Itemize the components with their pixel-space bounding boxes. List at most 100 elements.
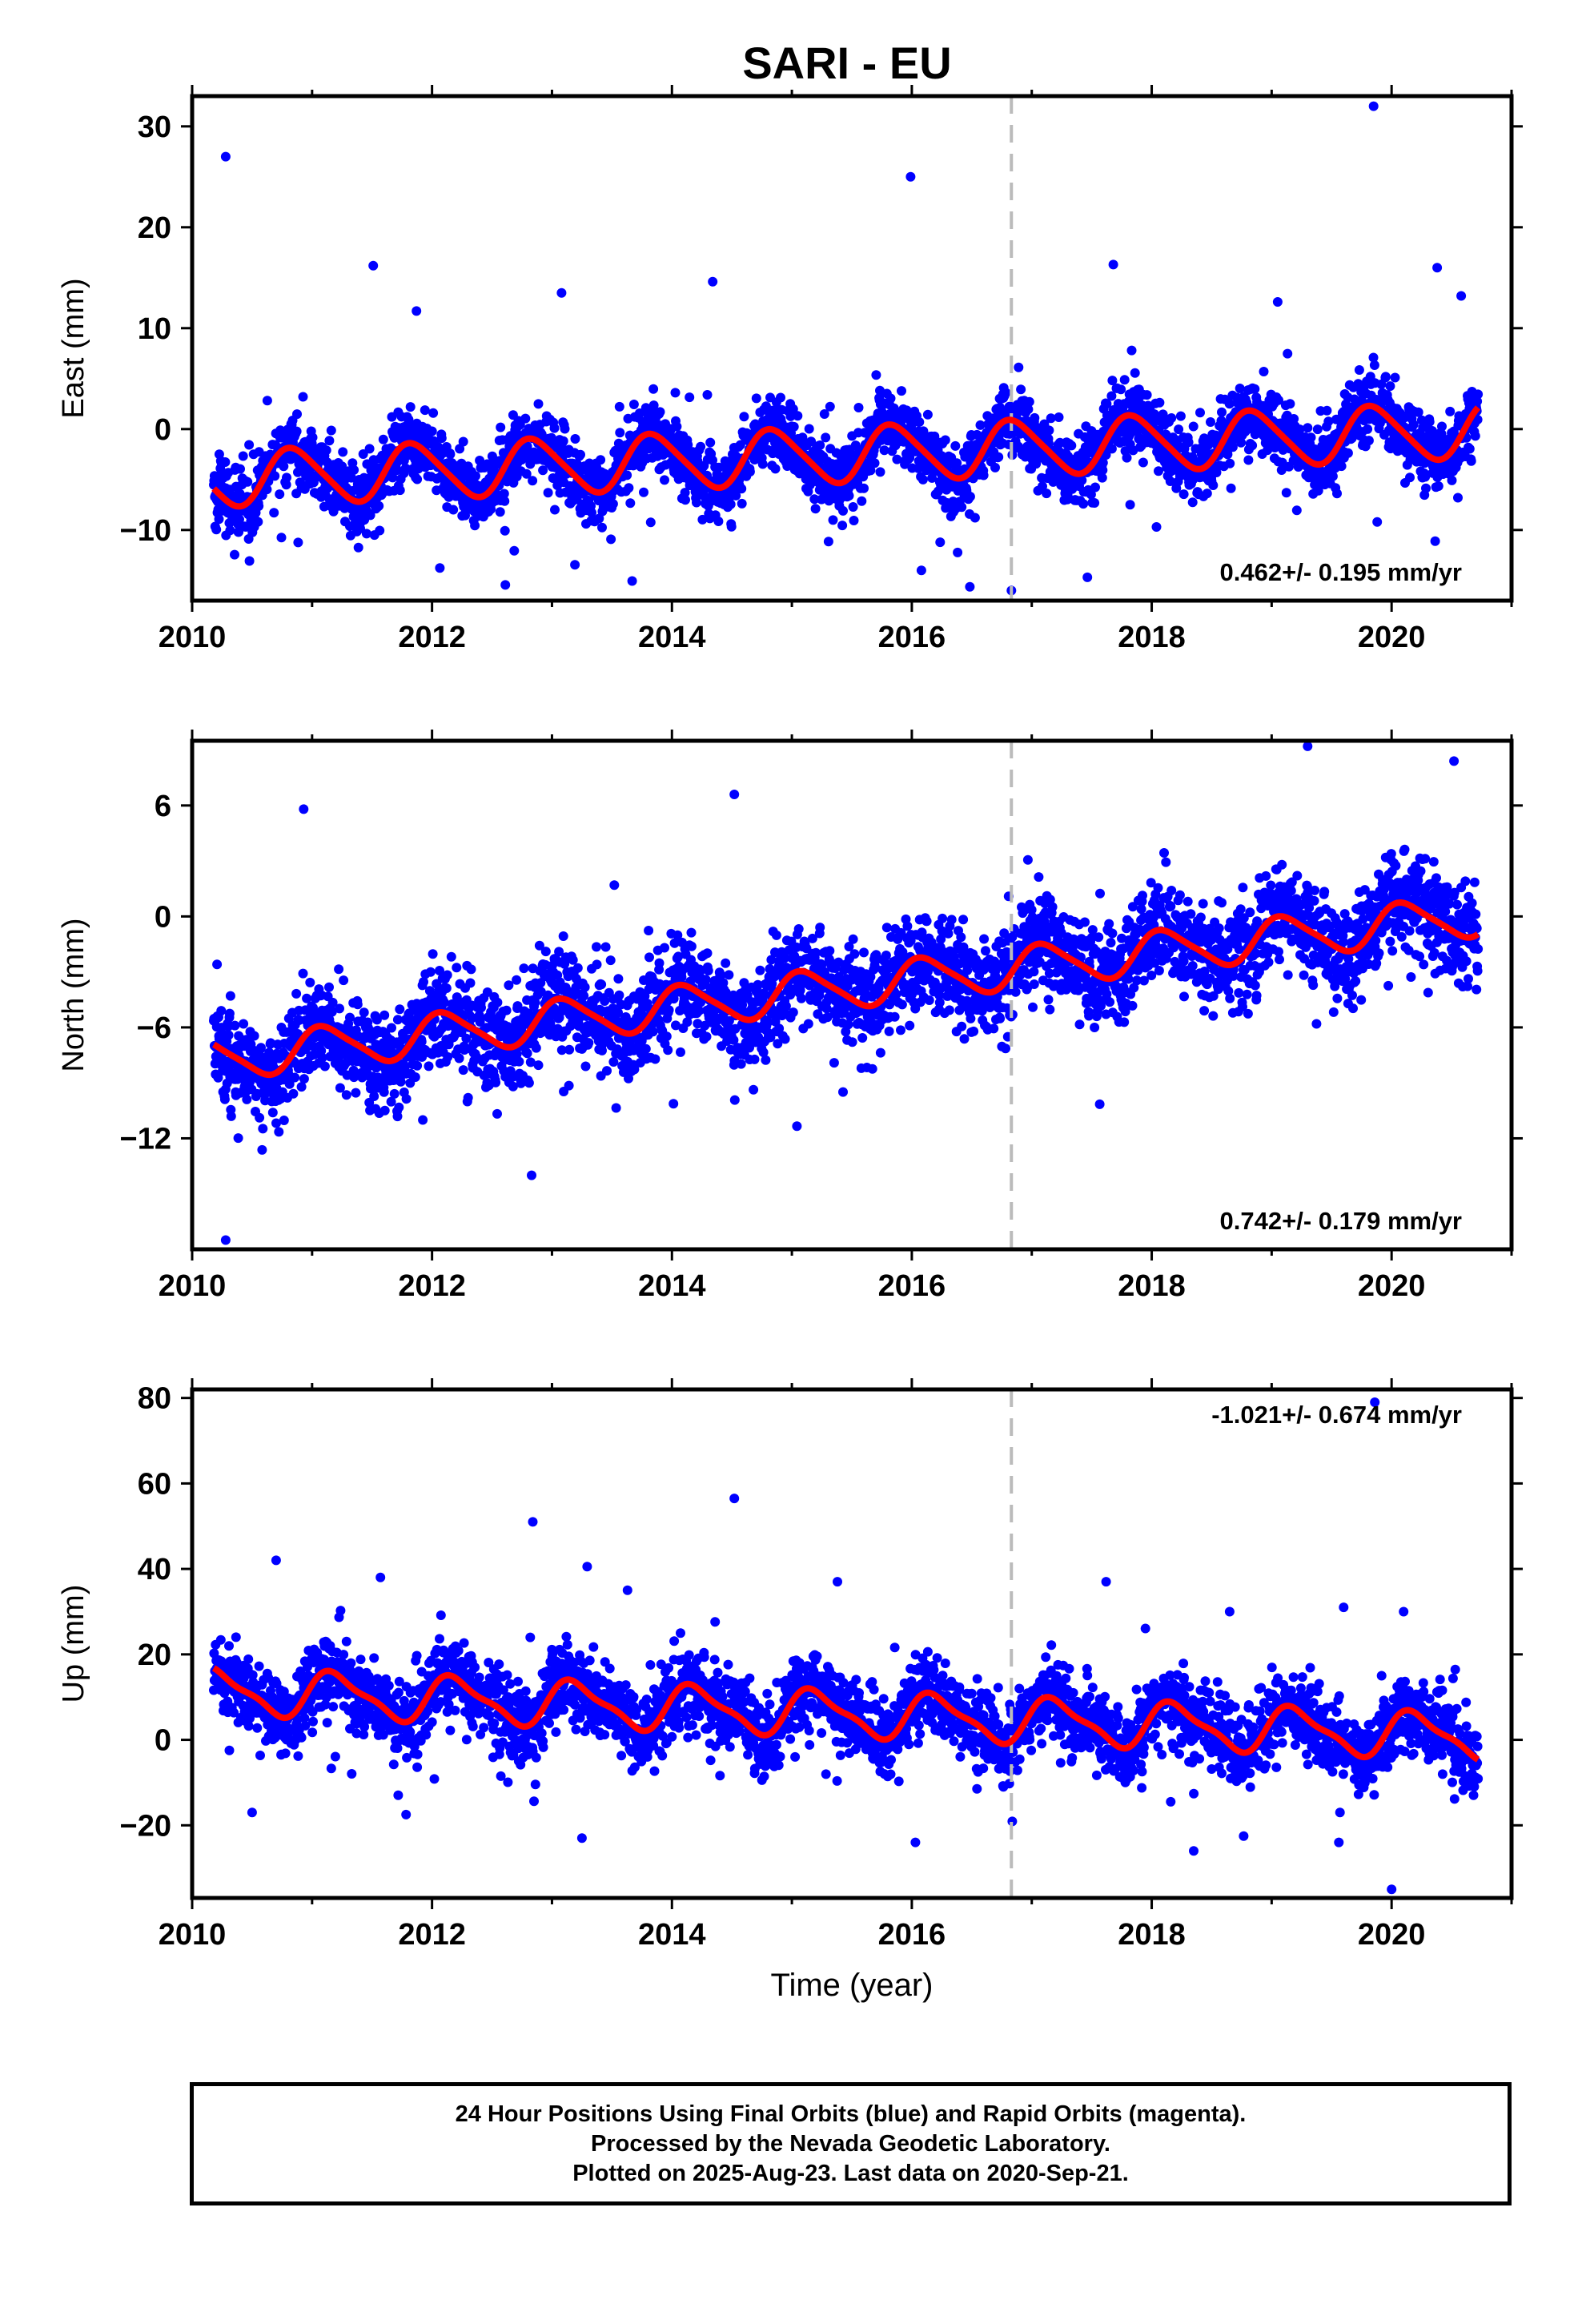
data-point [1259, 367, 1269, 376]
data-point [731, 490, 741, 501]
data-point [234, 527, 244, 537]
data-point [538, 465, 548, 476]
data-point [418, 1115, 428, 1125]
data-point [1363, 424, 1373, 434]
data-point [428, 408, 439, 418]
data-point [670, 388, 681, 398]
data-point [1456, 291, 1467, 301]
data-point [219, 1094, 230, 1104]
data-point [1175, 411, 1186, 421]
data-point [1430, 536, 1440, 546]
data-point [1217, 407, 1227, 417]
data-point [965, 492, 975, 502]
data-point [358, 449, 368, 459]
data-point [978, 470, 989, 480]
data-point [282, 472, 291, 483]
data-point [298, 392, 308, 402]
data-point [1285, 399, 1295, 409]
data-point [522, 1048, 532, 1059]
data-point [622, 470, 632, 480]
data-point [838, 505, 848, 516]
data-point [389, 1088, 400, 1099]
data-point [686, 941, 697, 951]
data-point [299, 1074, 309, 1084]
data-point [725, 499, 736, 509]
data-point [476, 1003, 486, 1013]
data-point [281, 480, 291, 490]
data-point [724, 970, 734, 980]
x-tick-label: 2016 [878, 621, 946, 654]
data-point [1235, 384, 1245, 393]
data-point [496, 422, 506, 432]
data-point [676, 1047, 685, 1057]
data-point [1408, 420, 1419, 430]
data-point [1108, 259, 1118, 270]
data-point [267, 1108, 278, 1118]
data-point [1332, 489, 1342, 499]
x-tick-label: 2018 [1118, 621, 1186, 654]
data-point [713, 517, 724, 526]
data-point [1368, 101, 1379, 111]
velocity-rate-label: 0.462+/- 0.195 mm/yr [1220, 558, 1462, 586]
data-point [935, 537, 946, 548]
data-point [319, 1061, 330, 1072]
data-point [298, 968, 308, 979]
data-point [528, 476, 538, 486]
y-tick-label: −10 [120, 514, 171, 548]
data-point [1078, 499, 1089, 509]
data-point [1380, 372, 1391, 382]
data-point [435, 563, 445, 573]
data-point [609, 880, 620, 891]
data-point [639, 487, 648, 497]
data-point [1119, 375, 1130, 385]
data-point [441, 983, 452, 993]
data-point [1116, 384, 1126, 395]
data-point [543, 488, 553, 498]
data-point [269, 508, 279, 518]
data-point [1044, 425, 1054, 436]
data-point [914, 417, 925, 427]
data-point [455, 444, 465, 454]
data-point [1208, 480, 1219, 490]
data-point [600, 942, 611, 952]
data-point [660, 943, 669, 953]
data-point [533, 399, 544, 409]
y-axis-label: East (mm) [57, 278, 90, 418]
data-point [558, 931, 568, 941]
y-tick-label: 10 [138, 312, 171, 346]
data-point [770, 464, 781, 474]
data-point [395, 485, 405, 496]
data-point [736, 1059, 746, 1069]
data-point [584, 1038, 594, 1048]
data-point [392, 1112, 403, 1122]
data-point [1291, 505, 1302, 516]
data-point [500, 580, 511, 590]
data-point [1437, 421, 1447, 432]
data-point [1125, 500, 1135, 510]
data-point [1154, 466, 1163, 476]
data-point [243, 476, 253, 487]
data-point [249, 1031, 259, 1041]
data-point [953, 547, 963, 557]
data-point [1130, 368, 1140, 378]
data-point [1424, 416, 1435, 427]
data-point [672, 421, 682, 432]
data-point [905, 171, 916, 182]
data-point [1226, 483, 1236, 493]
data-point [572, 963, 583, 973]
data-point [594, 513, 604, 524]
data-point [917, 474, 928, 485]
data-point [705, 437, 716, 448]
data-point [648, 1027, 658, 1037]
data-point [458, 436, 468, 447]
data-point [837, 521, 848, 531]
data-point [326, 425, 336, 436]
data-point [1464, 444, 1475, 454]
data-point [596, 979, 607, 990]
data-point [853, 403, 864, 412]
data-point [1250, 384, 1260, 394]
data-point [379, 1105, 390, 1116]
data-point [225, 525, 235, 536]
data-point [369, 1092, 379, 1101]
data-point [580, 1061, 591, 1072]
